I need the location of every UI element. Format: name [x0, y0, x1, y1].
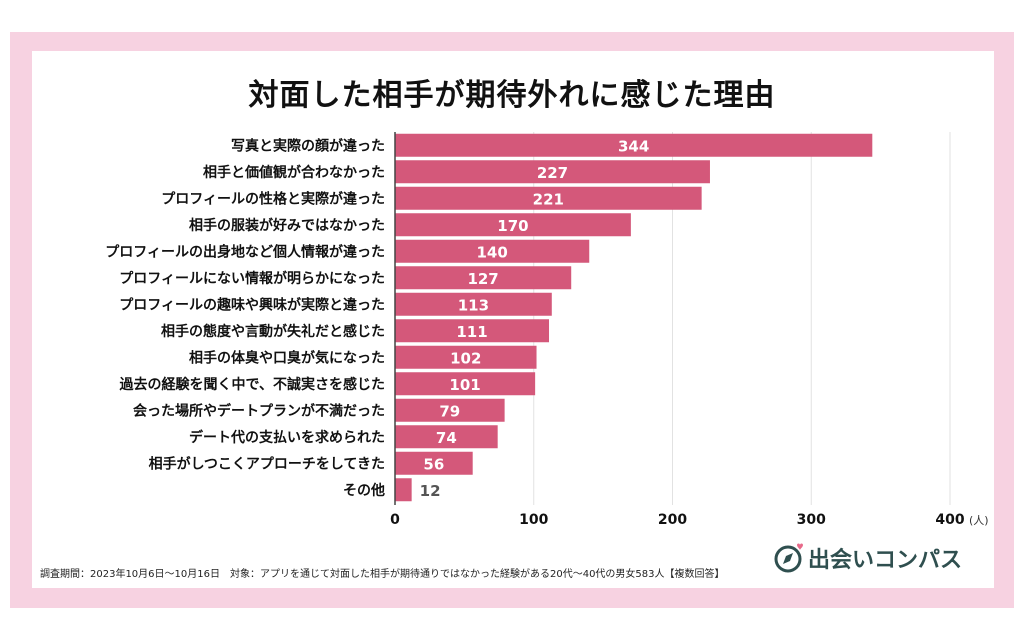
- category-label: 会った場所やデートプランが不満だった: [133, 402, 385, 419]
- x-tick-label: 300: [797, 512, 826, 528]
- bar: [395, 425, 498, 449]
- brand-name: 出会いコンパス: [808, 548, 963, 573]
- bar: [395, 186, 702, 210]
- survey-footnote: 調査期間：2023年10月6日〜10月16日 対象：アプリを通じて対面した相手が…: [40, 569, 725, 580]
- data-label: 221: [533, 190, 564, 208]
- data-label: 170: [497, 217, 528, 235]
- bar: [395, 372, 536, 396]
- bar: [395, 239, 590, 263]
- data-label: 56: [423, 455, 444, 473]
- category-label: 写真と実際の顔が違った: [231, 137, 385, 154]
- category-label: その他: [343, 482, 385, 499]
- brand-logo: 出会いコンパス: [774, 541, 962, 575]
- x-tick-label: 200: [658, 512, 687, 528]
- data-label: 102: [450, 349, 481, 367]
- bar: [395, 292, 552, 316]
- compass-heart-icon: [774, 543, 803, 573]
- category-label: 相手の体臭や口臭が気になった: [189, 349, 385, 366]
- category-label: 過去の経験を聞く中で、不誠実さを感じた: [119, 376, 385, 393]
- data-label: 79: [439, 402, 460, 420]
- category-label: プロフィールの出身地など個人情報が違った: [105, 243, 385, 260]
- bar: [395, 133, 873, 157]
- category-label: プロフィールの趣味や興味が実際と違った: [119, 296, 385, 313]
- bar: [395, 319, 550, 343]
- data-label: 113: [458, 296, 489, 314]
- category-label: プロフィールの性格と実際が違った: [161, 190, 385, 207]
- data-label: 74: [436, 429, 457, 447]
- data-label: 227: [537, 164, 568, 182]
- category-label: 相手がしつこくアプローチをしてきた: [149, 455, 385, 472]
- bar: [395, 213, 631, 237]
- bar: [395, 266, 572, 290]
- category-label: プロフィールにない情報が明らかになった: [119, 270, 385, 287]
- category-label: デート代の支払いを求められた: [189, 429, 385, 446]
- x-unit-label: (人): [969, 514, 989, 527]
- bar: [395, 345, 537, 369]
- data-label: 111: [456, 323, 487, 341]
- data-label: 101: [449, 376, 480, 394]
- category-label: 相手と価値観が合わなかった: [203, 164, 385, 181]
- bar: [395, 451, 473, 475]
- data-label: 140: [476, 243, 507, 261]
- bar: [395, 478, 412, 502]
- x-tick-label: 0: [390, 512, 400, 528]
- category-label: 相手の服装が好みではなかった: [189, 217, 385, 234]
- x-tick-label: 400: [935, 512, 964, 528]
- data-label: 344: [618, 137, 649, 155]
- bar: [395, 398, 505, 422]
- chart-title: 対面した相手が期待外れに感じた理由: [248, 78, 776, 113]
- bar: [395, 160, 710, 184]
- x-tick-label: 100: [519, 512, 548, 528]
- category-label: 相手の態度や言動が失礼だと感じた: [161, 323, 385, 340]
- data-label: 12: [420, 482, 441, 500]
- data-label: 127: [467, 270, 498, 288]
